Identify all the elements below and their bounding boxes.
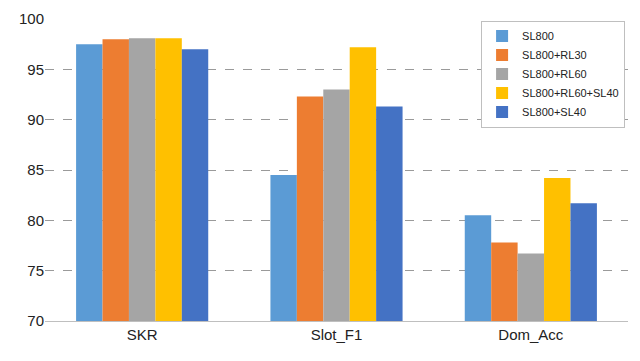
svg-text:85: 85	[27, 161, 44, 178]
svg-text:SL800+RL60: SL800+RL60	[522, 68, 587, 80]
svg-text:Slot_F1: Slot_F1	[311, 326, 363, 343]
svg-text:SL800+SL40: SL800+SL40	[522, 106, 586, 118]
svg-text:75: 75	[27, 262, 44, 279]
svg-text:70: 70	[27, 312, 44, 329]
svg-text:95: 95	[27, 61, 44, 78]
svg-text:Dom_Acc: Dom_Acc	[498, 326, 564, 343]
svg-text:SL800+RL60+SL40: SL800+RL60+SL40	[522, 87, 619, 99]
svg-text:100: 100	[19, 10, 44, 27]
svg-text:90: 90	[27, 111, 44, 128]
svg-text:SKR: SKR	[127, 326, 158, 343]
svg-text:SL800+RL30: SL800+RL30	[522, 49, 587, 61]
svg-text:80: 80	[27, 212, 44, 229]
svg-text:SL800: SL800	[522, 30, 554, 42]
